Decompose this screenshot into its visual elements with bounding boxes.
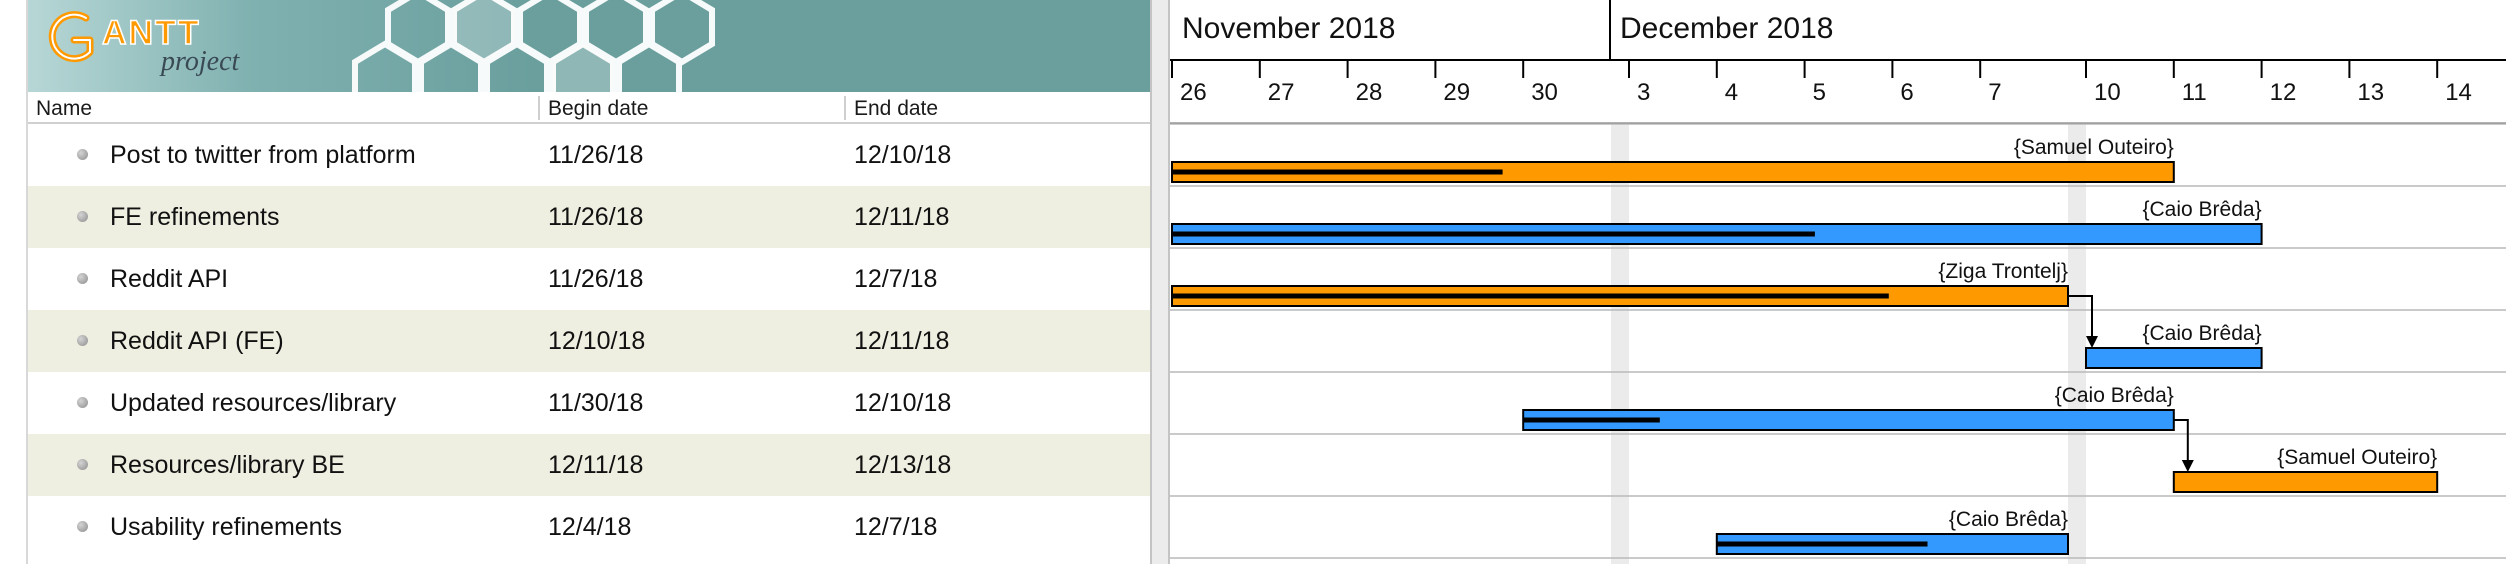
task-end-date[interactable]: 12/7/18 [854,265,938,293]
task-row[interactable]: Usability refinements 12/4/18 12/7/18 [28,496,1150,558]
table-header: Name Begin date End date [28,92,1150,124]
task-table-pane: ANTT project Name Begin date End date Po… [0,0,1150,564]
day-label: 12 [2270,79,2297,106]
gantt-project-logo-banner: ANTT project [28,0,1150,92]
task-begin-date[interactable]: 12/10/18 [548,327,646,355]
task-bar[interactable] [2172,471,2439,493]
day-label: 26 [1180,79,1207,106]
task-name[interactable]: Usability refinements [110,513,343,541]
task-end-date[interactable]: 12/7/18 [854,513,938,541]
task-bullet-icon [77,273,88,284]
task-end-date[interactable]: 12/10/18 [854,389,952,417]
month-label: December 2018 [1620,12,1833,45]
task-begin-date[interactable]: 11/26/18 [548,265,644,293]
dependency-arrowhead [2086,336,2098,348]
task-name[interactable]: Reddit API (FE) [110,327,284,355]
day-label: 30 [1531,79,1558,106]
day-label: 28 [1356,79,1383,106]
day-label: 29 [1443,79,1470,106]
column-divider[interactable] [538,96,540,120]
task-begin-date[interactable]: 11/30/18 [548,389,644,417]
task-name[interactable]: FE refinements [110,203,280,231]
resource-label: {Ziga Trontelj} [1938,260,2068,283]
logo-hexagon-graphic [352,0,715,92]
task-bullet-icon [77,397,88,408]
day-label: 27 [1268,79,1295,106]
timeline-header-background [1170,0,2506,92]
day-label: 3 [1637,79,1650,106]
task-row[interactable]: Resources/library BE 12/11/18 12/13/18 [28,434,1150,496]
day-label: 7 [1988,79,2001,106]
day-label: 5 [1813,79,1826,106]
task-begin-date[interactable]: 12/11/18 [548,451,644,479]
resource-label: {Caio Brêda} [2143,322,2262,345]
task-begin-date[interactable]: 12/4/18 [548,513,632,541]
task-row[interactable]: Reddit API 11/26/18 12/7/18 [28,248,1150,310]
dependency-arrow [2068,295,2093,342]
task-row[interactable]: Post to twitter from platform 11/26/18 1… [28,124,1150,186]
svg-text:project: project [159,46,240,77]
task-row[interactable]: Updated resources/library 11/30/18 12/10… [28,372,1150,434]
task-name[interactable]: Updated resources/library [110,389,397,417]
dependency-arrowhead [2181,460,2194,472]
task-row[interactable]: FE refinements 11/26/18 12/11/18 [28,186,1150,248]
task-name[interactable]: Resources/library BE [110,451,345,479]
dependency-arrows [2068,295,2194,472]
gantt-logo-icon: ANTT project [48,11,240,77]
day-label: 4 [1725,79,1738,106]
task-name[interactable]: Post to twitter from platform [110,141,416,169]
weekend-shading [1611,124,1629,564]
resource-label: {Samuel Outeiro} [2277,446,2437,469]
task-bar[interactable] [2085,347,2263,369]
weekend-shading-layer [1611,124,2086,564]
pane-splitter[interactable] [1150,0,1170,564]
column-header-name[interactable]: Name [36,97,93,120]
weekend-shading [2068,124,2086,564]
day-label: 14 [2445,79,2472,106]
column-header-end-date[interactable]: End date [854,97,939,120]
resource-label: {Caio Brêda} [2055,384,2174,407]
task-progress-bar [1172,169,1503,175]
row-gridlines [1170,123,2506,559]
gantt-chart-pane: November 2018 December 2018 26 27 28 29 30 3 4 5 6… [1170,0,2506,564]
resource-label: {Caio Brêda} [2143,198,2262,221]
task-bullet-icon [77,335,88,346]
column-divider[interactable] [844,96,846,120]
day-label: 13 [2357,79,2384,106]
resource-label: {Caio Brêda} [1949,508,2068,531]
task-progress-bar [1716,541,1928,547]
task-begin-date[interactable]: 11/26/18 [548,141,644,169]
month-label: November 2018 [1182,12,1395,45]
day-label: 11 [2182,79,2207,106]
task-bullet-icon [77,149,88,160]
task-bullet-icon [77,211,88,222]
svg-text:ANTT: ANTT [102,14,201,52]
resource-label: {Samuel Outeiro} [2014,136,2174,159]
column-header-begin-date[interactable]: Begin date [548,97,649,120]
task-progress-bar [1172,293,1889,299]
timeline-header: November 2018 December 2018 26 27 28 29 30 3 4 5 6… [1170,0,2506,124]
task-end-date[interactable]: 12/13/18 [854,451,952,479]
task-progress-bar [1172,231,1815,237]
task-bars: {Samuel Outeiro} {Caio Brêda} {Ziga Tronte… [1171,136,2439,555]
gantt-chart: November 2018 December 2018 26 27 28 29 30 3 4 5 6… [1170,0,2506,564]
left-border [26,0,28,564]
task-progress-bar [1523,417,1660,423]
dependency-arrow [2173,419,2189,466]
task-end-date[interactable]: 12/11/18 [854,203,950,231]
task-row[interactable]: Reddit API (FE) 12/10/18 12/11/18 [28,310,1150,372]
task-bullet-icon [77,521,88,532]
day-label: 6 [1900,79,1913,106]
task-name[interactable]: Reddit API [110,265,229,293]
task-bullet-icon [77,459,88,470]
task-end-date[interactable]: 12/10/18 [854,141,952,169]
task-end-date[interactable]: 12/11/18 [854,327,950,355]
task-begin-date[interactable]: 11/26/18 [548,203,644,231]
day-label: 10 [2094,79,2121,106]
